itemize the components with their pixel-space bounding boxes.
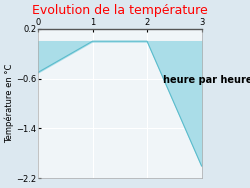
Title: Evolution de la température: Evolution de la température bbox=[32, 4, 208, 17]
Y-axis label: Température en °C: Température en °C bbox=[4, 64, 14, 143]
Text: heure par heure: heure par heure bbox=[164, 75, 250, 86]
